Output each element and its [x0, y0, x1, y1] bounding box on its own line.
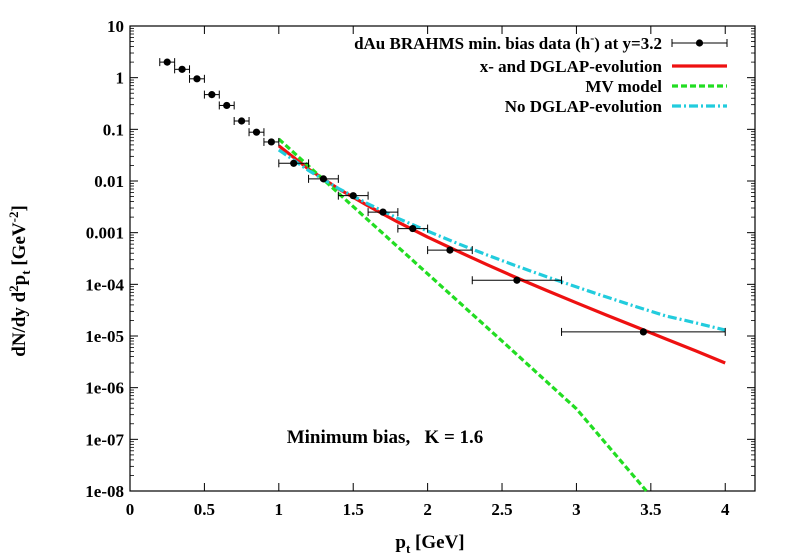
legend: dAu BRAHMS min. bias data (h-) at y=3.2 x… [354, 31, 728, 116]
legend-label: x- and DGLAP-evolution [480, 57, 663, 76]
x-tick-label: 2.5 [491, 500, 512, 519]
y-tick-label: 10 [107, 17, 124, 36]
x-tick-label: 4 [721, 500, 730, 519]
plot-frame [129, 25, 756, 492]
x-tick-label: 2 [423, 500, 432, 519]
y-tick-label: 1e-08 [85, 482, 124, 501]
y-tick-label: 0.01 [94, 172, 124, 191]
data-point [163, 58, 171, 66]
y-axis-label: dN/dy d2pt [GeV-2] [6, 205, 33, 357]
data-points-group [159, 58, 726, 336]
x-axis-label: pt [GeV] [395, 532, 464, 554]
data-point [267, 138, 275, 146]
data-point [349, 192, 357, 200]
x-tick-label: 3.5 [640, 500, 661, 519]
data-point [319, 175, 328, 183]
y-tick-label: 1 [116, 69, 125, 88]
legend-label: No DGLAP-evolution [505, 97, 663, 116]
legend-label-data: dAu BRAHMS min. bias data (h-) at y=3.2 [354, 31, 662, 53]
y-tick-label: 1e-06 [85, 379, 124, 398]
data-point [178, 65, 186, 73]
x-tick-label: 3 [572, 500, 581, 519]
data-point [513, 276, 521, 284]
data-point [208, 91, 216, 99]
x-tick-label: 0.5 [194, 500, 215, 519]
x-tick-label: 1 [275, 500, 284, 519]
y-tick-label: 0.001 [86, 224, 124, 243]
legend-swatch-point [695, 39, 704, 47]
x-tick-label: 1.5 [343, 500, 364, 519]
tick-labels-group: 0 0.5 1 1.5 2 2.5 3 3.5 4 1e-08 1e-07 1e-06 1e-05 1e-… [85, 17, 730, 519]
data-point [193, 75, 201, 83]
y-tick-label: 0.1 [103, 120, 124, 139]
data-point [238, 117, 246, 125]
y-tick-label: 1e-05 [85, 327, 124, 346]
plot-frame-group [129, 25, 756, 492]
data-point [409, 224, 417, 233]
legend-label: MV model [585, 77, 662, 96]
annotation-text: Minimum bias, K = 1.6 [287, 427, 484, 448]
data-point [252, 128, 261, 136]
data-point [446, 246, 454, 254]
data-point [223, 101, 231, 110]
data-point [290, 159, 298, 167]
y-tick-label: 1e-04 [85, 275, 124, 294]
data-point [639, 328, 647, 336]
y-tick-label: 1e-07 [85, 430, 124, 449]
data-point [379, 208, 387, 216]
x-tick-label: 0 [126, 500, 135, 519]
